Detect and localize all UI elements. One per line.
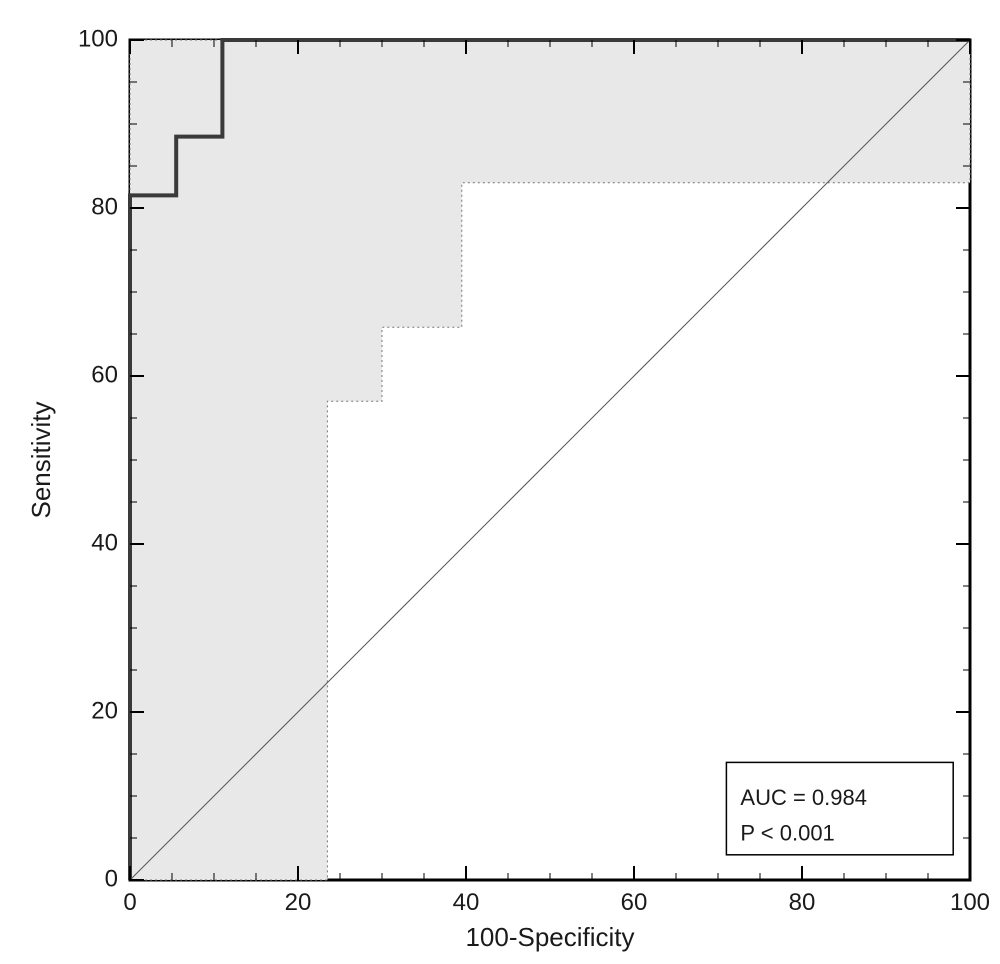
svg-text:100: 100 bbox=[950, 889, 990, 916]
roc-chart-container: { "chart": { "type": "roc-curve", "width… bbox=[0, 0, 1000, 964]
svg-text:80: 80 bbox=[789, 889, 816, 916]
svg-text:80: 80 bbox=[91, 193, 118, 220]
y-axis-label: Sensitivity bbox=[26, 401, 56, 518]
svg-text:20: 20 bbox=[285, 889, 312, 916]
svg-text:40: 40 bbox=[91, 529, 118, 556]
svg-text:0: 0 bbox=[123, 889, 136, 916]
x-axis-tick-labels: 0 20 40 60 80 100 bbox=[123, 889, 990, 916]
svg-text:60: 60 bbox=[621, 889, 648, 916]
roc-svg: 0 20 40 60 80 100 0 20 40 60 80 100 100-Specificit… bbox=[0, 0, 1000, 964]
annotation-auc: AUC = 0.984 bbox=[740, 785, 867, 810]
svg-text:0: 0 bbox=[105, 865, 118, 892]
annotation-pvalue: P < 0.001 bbox=[740, 820, 834, 845]
svg-text:100: 100 bbox=[78, 25, 118, 52]
svg-text:20: 20 bbox=[91, 697, 118, 724]
svg-text:60: 60 bbox=[91, 361, 118, 388]
svg-text:40: 40 bbox=[453, 889, 480, 916]
x-axis-label: 100-Specificity bbox=[465, 922, 634, 952]
y-axis-tick-labels: 0 20 40 60 80 100 bbox=[78, 25, 118, 892]
